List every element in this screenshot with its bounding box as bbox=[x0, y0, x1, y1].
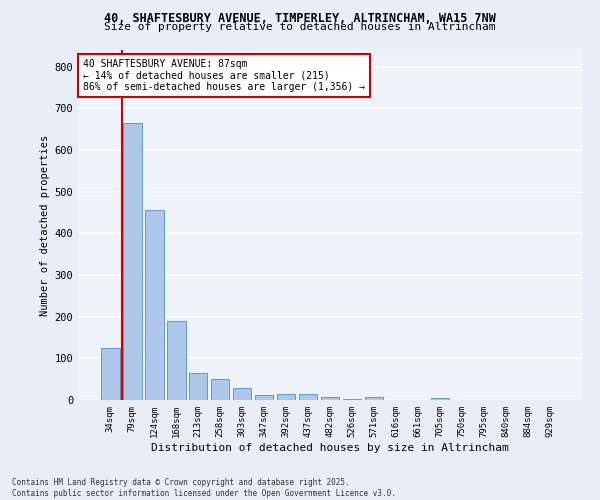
Bar bbox=[343, 399, 361, 400]
Bar bbox=[299, 394, 317, 400]
Bar bbox=[233, 388, 251, 400]
Bar bbox=[123, 123, 142, 400]
Bar bbox=[211, 379, 229, 400]
Bar bbox=[255, 395, 274, 400]
Bar bbox=[320, 396, 340, 400]
Bar bbox=[277, 394, 295, 400]
Bar bbox=[145, 210, 164, 400]
Bar bbox=[365, 396, 383, 400]
Bar bbox=[167, 321, 185, 400]
Text: 40, SHAFTESBURY AVENUE, TIMPERLEY, ALTRINCHAM, WA15 7NW: 40, SHAFTESBURY AVENUE, TIMPERLEY, ALTRI… bbox=[104, 12, 496, 26]
Bar bbox=[101, 348, 119, 400]
Text: Contains HM Land Registry data © Crown copyright and database right 2025.
Contai: Contains HM Land Registry data © Crown c… bbox=[12, 478, 396, 498]
Bar bbox=[431, 398, 449, 400]
X-axis label: Distribution of detached houses by size in Altrincham: Distribution of detached houses by size … bbox=[151, 442, 509, 452]
Bar bbox=[189, 373, 208, 400]
Y-axis label: Number of detached properties: Number of detached properties bbox=[40, 134, 50, 316]
Text: Size of property relative to detached houses in Altrincham: Size of property relative to detached ho… bbox=[104, 22, 496, 32]
Text: 40 SHAFTESBURY AVENUE: 87sqm
← 14% of detached houses are smaller (215)
86% of s: 40 SHAFTESBURY AVENUE: 87sqm ← 14% of de… bbox=[83, 59, 365, 92]
